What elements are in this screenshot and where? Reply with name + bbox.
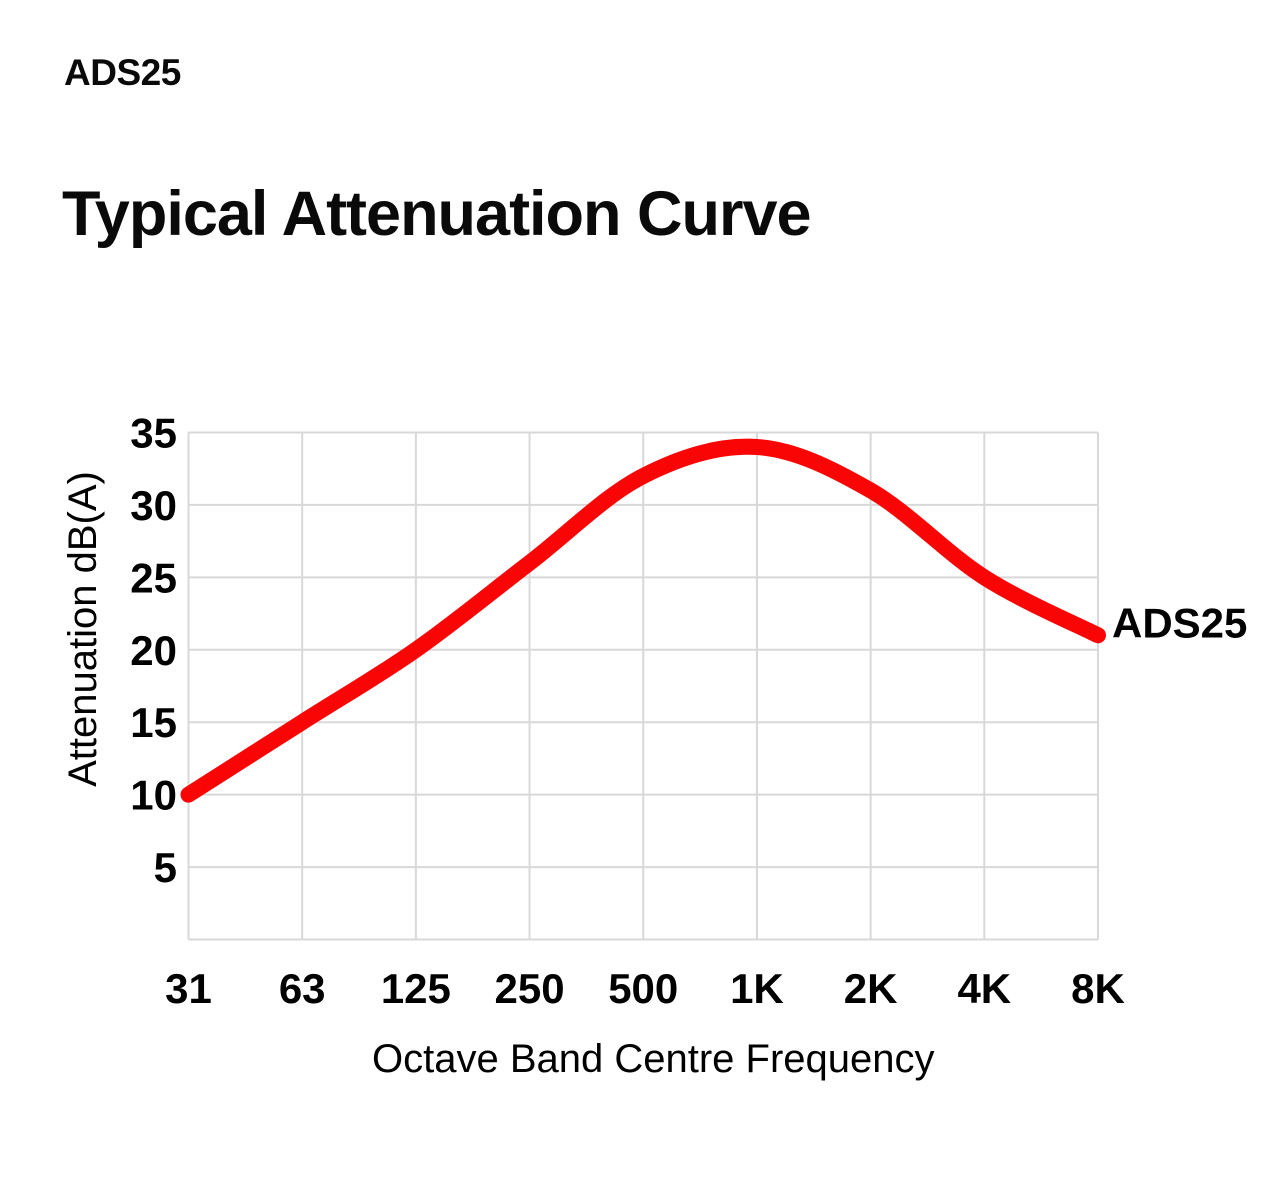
attenuation-curve <box>180 438 1106 803</box>
series-label: ADS25 <box>1112 599 1247 646</box>
y-tick-label: 5 <box>154 844 177 891</box>
y-axis-title: Attenuation dB(A) <box>61 471 105 787</box>
y-tick-label: 20 <box>130 627 177 674</box>
chart-title: Typical Attenuation Curve <box>62 179 812 249</box>
x-tick-label: 8K <box>1071 965 1125 1012</box>
x-tick-label: 31 <box>165 965 212 1012</box>
x-tick-label: 2K <box>844 965 898 1012</box>
y-tick-label: 10 <box>130 772 177 819</box>
y-tick-label: 15 <box>130 699 177 746</box>
y-tick-label: 35 <box>130 410 177 457</box>
x-tick-label: 1K <box>730 965 784 1012</box>
x-tick-label: 125 <box>381 965 451 1012</box>
x-axis-title: Octave Band Centre Frequency <box>372 1037 935 1081</box>
y-tick-label: 30 <box>130 482 177 529</box>
x-tick-label: 63 <box>279 965 326 1012</box>
x-tick-label: 250 <box>495 965 565 1012</box>
product-code-label: ADS25 <box>64 52 181 93</box>
x-tick-label: 500 <box>608 965 678 1012</box>
x-tick-label: 4K <box>957 965 1011 1012</box>
y-tick-label: 25 <box>130 554 177 601</box>
